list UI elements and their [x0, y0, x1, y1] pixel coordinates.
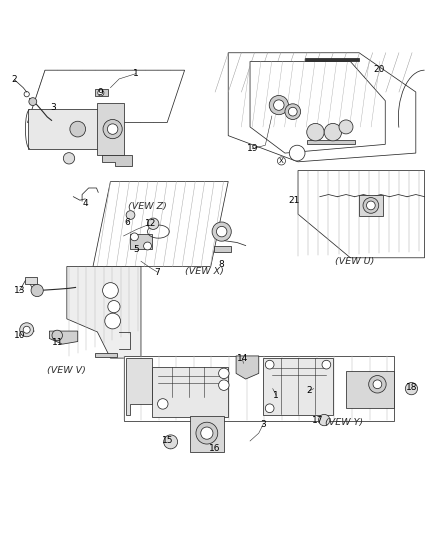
Circle shape — [268, 95, 288, 115]
Circle shape — [130, 233, 138, 241]
Circle shape — [212, 222, 231, 241]
Circle shape — [265, 360, 273, 369]
Circle shape — [103, 119, 122, 139]
Text: (VEW X): (VEW X) — [184, 267, 223, 276]
Circle shape — [195, 422, 217, 444]
Text: (VEW U): (VEW U) — [334, 257, 374, 266]
Circle shape — [98, 90, 104, 96]
Polygon shape — [250, 61, 385, 153]
Polygon shape — [67, 266, 141, 358]
Text: 3: 3 — [50, 103, 56, 112]
Circle shape — [200, 427, 212, 439]
Text: 3: 3 — [260, 420, 265, 429]
Polygon shape — [304, 58, 358, 61]
Circle shape — [105, 313, 120, 329]
Circle shape — [284, 104, 300, 119]
Polygon shape — [95, 353, 117, 357]
Circle shape — [218, 380, 229, 390]
Text: 21: 21 — [288, 196, 300, 205]
Circle shape — [404, 383, 417, 395]
Circle shape — [338, 120, 352, 134]
Text: 14: 14 — [236, 353, 247, 362]
Text: X: X — [279, 158, 283, 164]
Circle shape — [157, 399, 168, 409]
Text: 4: 4 — [82, 199, 88, 208]
Polygon shape — [297, 171, 424, 258]
Circle shape — [288, 107, 297, 116]
Circle shape — [265, 404, 273, 413]
Circle shape — [29, 98, 37, 106]
Text: 9: 9 — [97, 87, 103, 96]
Circle shape — [63, 152, 74, 164]
Polygon shape — [236, 356, 258, 379]
Polygon shape — [214, 246, 231, 252]
Circle shape — [368, 376, 385, 393]
Text: (VEW Y): (VEW Y) — [324, 418, 362, 427]
Circle shape — [321, 360, 330, 369]
Circle shape — [306, 124, 323, 141]
Circle shape — [108, 301, 120, 313]
Text: 17: 17 — [311, 416, 323, 425]
Polygon shape — [228, 53, 415, 162]
Circle shape — [20, 323, 34, 337]
Text: 5: 5 — [134, 245, 139, 254]
Circle shape — [289, 145, 304, 161]
Circle shape — [273, 100, 283, 110]
Circle shape — [107, 124, 117, 134]
Polygon shape — [345, 371, 393, 408]
Text: 11: 11 — [51, 338, 63, 347]
Polygon shape — [152, 367, 228, 417]
Polygon shape — [28, 70, 184, 123]
Polygon shape — [130, 234, 152, 249]
Circle shape — [31, 285, 43, 296]
Text: (VEW Z): (VEW Z) — [128, 202, 166, 211]
Text: 13: 13 — [14, 286, 25, 295]
Text: 7: 7 — [154, 268, 160, 277]
Circle shape — [218, 368, 229, 378]
Text: (VEW V): (VEW V) — [46, 366, 85, 375]
Polygon shape — [25, 277, 37, 284]
Text: 1: 1 — [133, 69, 138, 78]
Circle shape — [372, 380, 381, 389]
Polygon shape — [306, 140, 354, 144]
Text: 12: 12 — [145, 219, 156, 228]
Circle shape — [366, 201, 374, 210]
Circle shape — [147, 218, 159, 229]
Circle shape — [318, 414, 329, 426]
Text: 2: 2 — [12, 75, 17, 84]
Polygon shape — [189, 416, 223, 452]
Circle shape — [23, 326, 30, 333]
Polygon shape — [102, 155, 132, 166]
Circle shape — [52, 330, 62, 341]
Text: 10: 10 — [14, 331, 25, 340]
Polygon shape — [49, 331, 78, 344]
Text: 1: 1 — [273, 391, 279, 400]
Polygon shape — [97, 103, 123, 155]
Circle shape — [102, 282, 118, 298]
Circle shape — [126, 211, 134, 220]
Polygon shape — [262, 358, 332, 415]
Circle shape — [216, 227, 226, 237]
Polygon shape — [93, 181, 228, 266]
Text: 20: 20 — [372, 65, 384, 74]
Polygon shape — [125, 358, 152, 415]
Text: 18: 18 — [405, 383, 416, 392]
Text: 8: 8 — [218, 260, 224, 269]
Polygon shape — [123, 356, 393, 422]
Circle shape — [362, 198, 378, 213]
Polygon shape — [28, 109, 106, 149]
Circle shape — [323, 124, 341, 141]
Circle shape — [163, 435, 177, 449]
Circle shape — [70, 121, 85, 137]
Text: 16: 16 — [209, 445, 220, 454]
Text: 6: 6 — [124, 219, 130, 228]
Text: 19: 19 — [246, 144, 258, 153]
Polygon shape — [95, 90, 108, 96]
Circle shape — [143, 242, 151, 250]
Text: 2: 2 — [306, 386, 311, 395]
Text: 15: 15 — [162, 437, 173, 446]
Polygon shape — [358, 195, 382, 216]
